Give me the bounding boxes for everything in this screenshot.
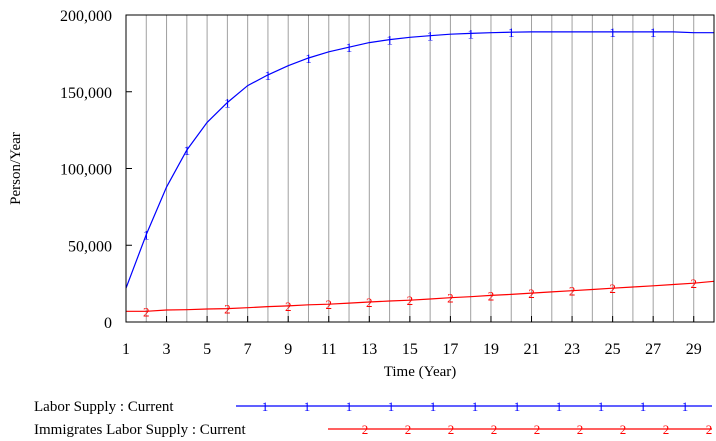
x-tick-label: 3: [163, 341, 171, 358]
series-2-marker: 2: [224, 302, 231, 317]
x-tick-label: 19: [483, 341, 499, 358]
y-tick-label: 150,000: [60, 85, 112, 102]
vertical-grid: [145, 15, 695, 322]
legend-marker-1: 1: [388, 399, 395, 414]
series-2-marker: 2: [366, 295, 373, 310]
legend-marker-1: 1: [262, 399, 269, 414]
legend-marker-2: 2: [706, 422, 713, 437]
y-axis-ticks: 0 50,000 100,000 150,000 200,000: [60, 8, 132, 332]
x-tick-label: 11: [321, 341, 336, 358]
x-tick-label: 5: [203, 341, 211, 358]
legend-label-1: Labor Supply : Current: [34, 399, 174, 415]
x-axis-title: Time (Year): [384, 364, 457, 380]
legend-marker-2: 2: [534, 422, 541, 437]
x-axis-ticks: 1 3 5 7 9 11 13 15 17 19 21 23 25 27 29: [122, 316, 702, 358]
legend-marker-2: 2: [663, 422, 670, 437]
legend-marker-1: 1: [640, 399, 647, 414]
x-tick-label: 25: [605, 341, 621, 358]
series-line-2: [126, 280, 715, 312]
legend-marker-2: 2: [362, 422, 369, 437]
legend-marker-1: 1: [556, 399, 563, 414]
series-2-marker: 2: [488, 288, 495, 303]
legend-marker-2: 2: [577, 422, 584, 437]
series-2-marker: 2: [528, 286, 535, 301]
series-1-marker: 1: [305, 51, 312, 66]
y-tick-label: 100,000: [60, 162, 112, 179]
series-2-marker: 2: [609, 281, 616, 296]
x-tick-label: 27: [645, 341, 661, 358]
x-tick-label: 13: [361, 341, 377, 358]
series-line-1: [125, 31, 714, 289]
series-1-marker: 1: [265, 68, 272, 83]
series-markers: 1 1 1 1 1 1 1 1 1 1 1 1 2 2 2 2 2 2 2 2 2 2 2 2: [143, 25, 697, 319]
legend-marker-1: 1: [304, 399, 311, 414]
series-1-marker: 1: [346, 40, 353, 55]
x-tick-label: 29: [686, 341, 702, 358]
series-2-marker: 2: [690, 276, 697, 291]
series-2-marker: 2: [143, 304, 150, 319]
x-tick-label: 7: [244, 341, 252, 358]
legend-marker-2: 2: [448, 422, 455, 437]
legend-marker-1: 1: [682, 399, 689, 414]
legend-marker-1: 1: [346, 399, 353, 414]
series-1-marker: 1: [427, 29, 434, 44]
legend-marker-1: 1: [598, 399, 605, 414]
series-1-marker: 1: [650, 25, 657, 40]
x-tick-label: 21: [524, 341, 540, 358]
series-1-marker: 1: [143, 228, 150, 243]
series-2-marker: 2: [285, 299, 292, 314]
series-1-marker: 1: [508, 25, 515, 40]
x-tick-label: 9: [284, 341, 292, 358]
legend-label-2: Immigrates Labor Supply : Current: [34, 422, 246, 438]
legend: Labor Supply : Current 1 1 1 1 1 1 1 1 1 1 1 Immigra…: [34, 399, 712, 438]
series-lines: [125, 31, 715, 312]
plot-frame: [125, 14, 715, 323]
series-1-marker: 1: [467, 26, 474, 41]
legend-marker-1: 1: [430, 399, 437, 414]
y-tick-label: 200,000: [60, 8, 112, 25]
legend-marker-1: 1: [514, 399, 521, 414]
series-2-marker: 2: [569, 284, 576, 299]
series-2-marker: 2: [447, 291, 454, 306]
y-axis-title: Person/Year: [8, 132, 24, 205]
legend-marker-1: 1: [472, 399, 479, 414]
series-1-marker: 1: [609, 25, 616, 40]
series-1-marker: 1: [224, 95, 231, 110]
x-tick-label: 1: [122, 341, 130, 358]
x-tick-label: 23: [564, 341, 580, 358]
y-tick-label: 0: [104, 315, 112, 332]
legend-marker-2: 2: [405, 422, 412, 437]
legend-marker-2: 2: [491, 422, 498, 437]
series-1-marker: 1: [386, 33, 393, 48]
x-tick-label: 15: [402, 341, 418, 358]
x-tick-label: 17: [442, 341, 458, 358]
series-2-marker: 2: [326, 297, 333, 312]
legend-marker-2: 2: [620, 422, 627, 437]
series-1-marker: 1: [184, 143, 191, 158]
y-tick-label: 50,000: [68, 238, 112, 255]
series-2-marker: 2: [407, 293, 414, 308]
